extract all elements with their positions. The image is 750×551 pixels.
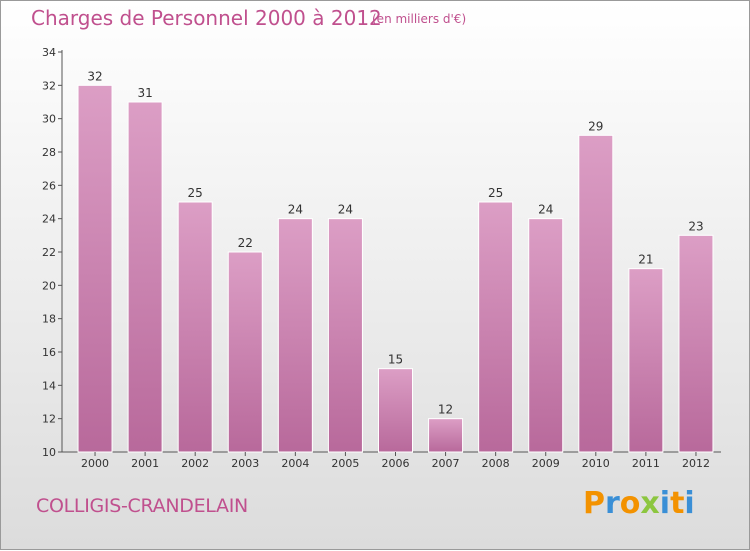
x-tick-label: 2011: [632, 457, 660, 470]
data-label: 32: [87, 69, 102, 83]
y-tick-label: 10: [42, 446, 56, 459]
bar: [227, 251, 263, 453]
bar: [478, 201, 514, 453]
y-tick-label: 16: [42, 346, 56, 359]
x-tick-label: 2001: [131, 457, 159, 470]
logo-letter: i: [684, 486, 695, 521]
data-label: 22: [238, 236, 253, 250]
x-tick-label: 2003: [231, 457, 259, 470]
y-tick-label: 20: [42, 279, 56, 292]
x-tick-label: 2008: [482, 457, 510, 470]
y-tick-label: 12: [42, 413, 56, 426]
bar: [177, 201, 213, 453]
data-label: 24: [288, 203, 303, 217]
y-tick-label: 30: [42, 113, 56, 126]
data-label: 21: [638, 253, 653, 267]
y-tick-label: 24: [42, 213, 56, 226]
bar: [428, 418, 464, 453]
bar: [578, 134, 614, 453]
y-tick-label: 26: [42, 179, 56, 192]
bar: [628, 268, 664, 453]
x-tick-label: 2012: [682, 457, 710, 470]
logo-letter: P: [583, 486, 605, 521]
data-label: 25: [488, 186, 503, 200]
unit-note: (en milliers d'€): [372, 12, 467, 26]
bar: [528, 218, 564, 453]
data-label: 31: [137, 86, 152, 100]
data-label: 24: [338, 203, 353, 217]
data-label: 15: [388, 353, 403, 367]
bar: [378, 368, 413, 453]
logo-letter: o: [619, 486, 641, 521]
x-tick-label: 2010: [582, 457, 610, 470]
x-tick-label: 2009: [532, 457, 560, 470]
data-label: 12: [438, 403, 453, 417]
bar: [127, 101, 163, 453]
data-label: 25: [188, 186, 203, 200]
logo-letter: t: [670, 486, 685, 521]
y-tick-label: 22: [42, 246, 56, 259]
data-label: 23: [688, 219, 703, 233]
chart-title: Charges de Personnel 2000 à 2012: [31, 6, 382, 30]
x-tick-label: 2002: [181, 457, 209, 470]
x-tick-label: 2004: [281, 457, 309, 470]
bar: [678, 234, 714, 453]
logo-letter: r: [605, 486, 620, 521]
logo-letter: x: [640, 486, 660, 521]
x-tick-label: 2006: [382, 457, 410, 470]
logo-letter: i: [659, 486, 671, 521]
bar: [327, 218, 363, 453]
x-tick-label: 2005: [331, 457, 359, 470]
y-tick-label: 28: [42, 146, 56, 159]
y-tick-label: 18: [42, 313, 56, 326]
bar: [277, 218, 313, 453]
x-tick-label: 2000: [81, 457, 109, 470]
y-tick-label: 32: [42, 79, 56, 92]
bar: [77, 84, 113, 453]
data-label: 29: [588, 119, 603, 133]
y-tick-label: 34: [42, 46, 56, 59]
y-tick-label: 14: [42, 379, 56, 392]
x-tick-label: 2007: [432, 457, 460, 470]
commune-name: COLLIGIS-CRANDELAIN: [36, 495, 248, 517]
data-label: 24: [538, 203, 553, 217]
proxiti-logo[interactable]: Proxiti: [583, 486, 695, 521]
